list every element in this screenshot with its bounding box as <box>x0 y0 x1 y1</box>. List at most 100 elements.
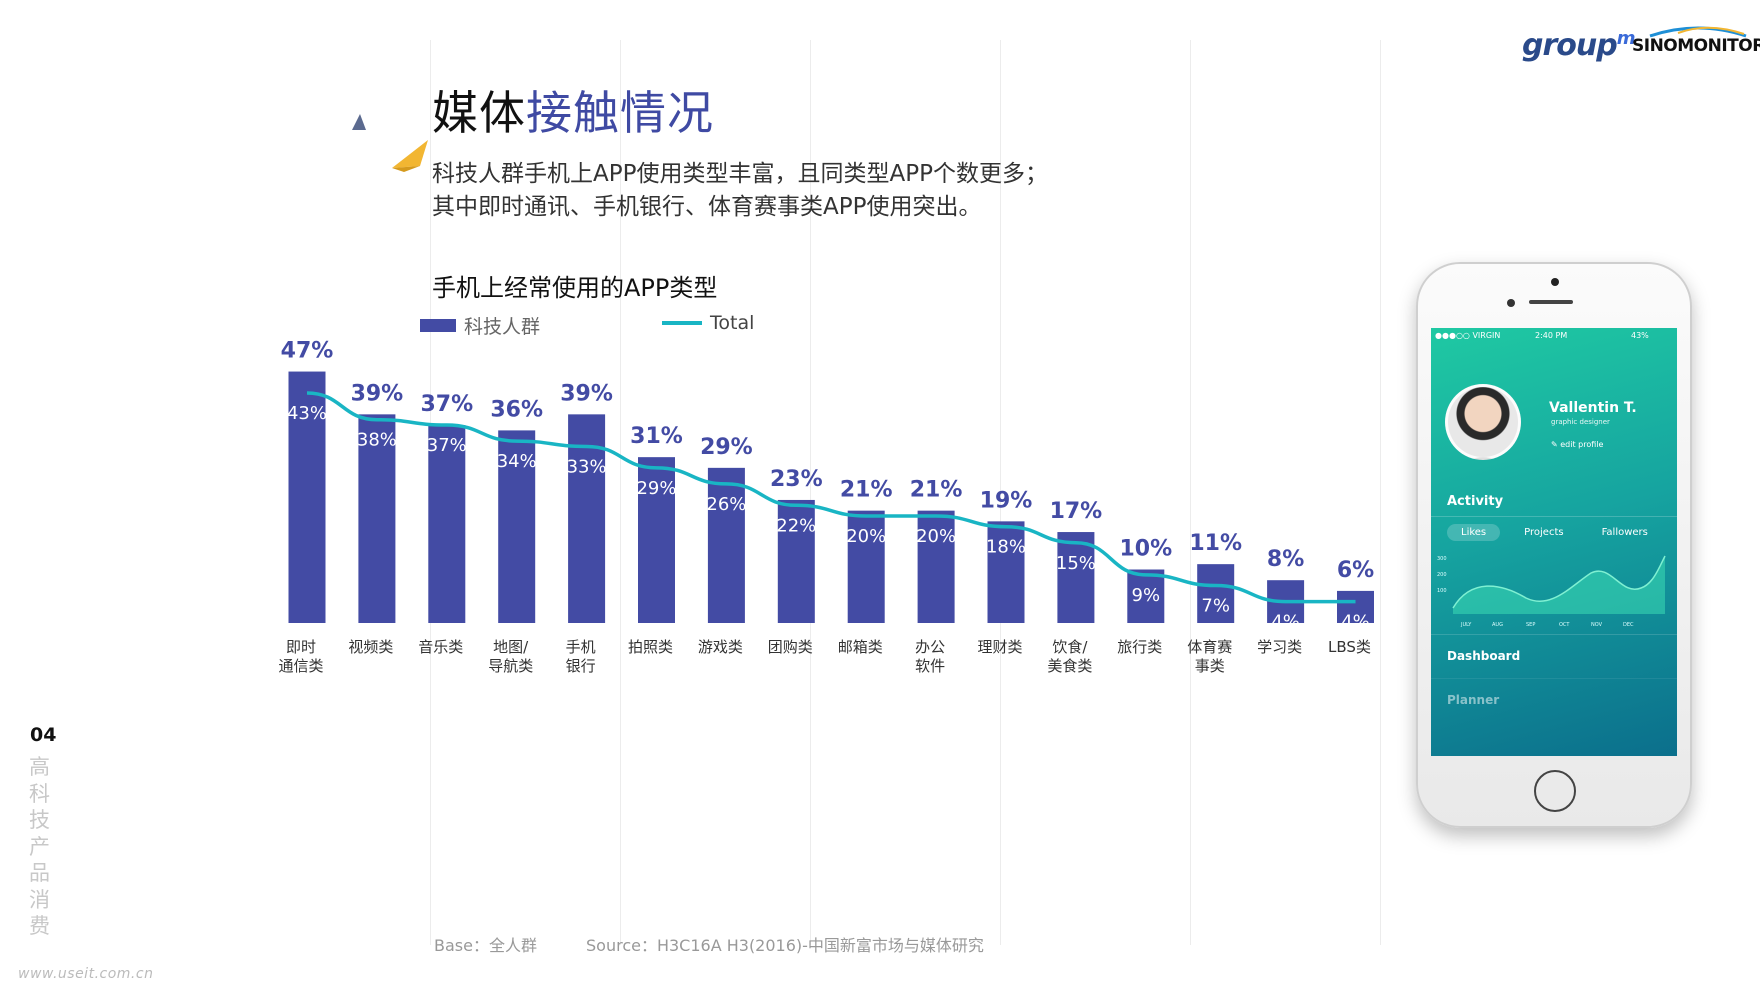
tab-followers[interactable]: Fallowers <box>1601 527 1648 538</box>
line-value-label: 20% <box>846 526 886 547</box>
bar-value-label: 23% <box>770 467 823 492</box>
x-tick-label: LBS类 <box>1328 638 1371 656</box>
chart-title: 手机上经常使用的APP类型 <box>432 274 718 302</box>
tab-likes[interactable]: Likes <box>1447 524 1501 541</box>
line-value-label: 34% <box>497 451 537 472</box>
bar-value-label: 21% <box>840 478 893 503</box>
sinomonitor-logo: SINOMONITOR <box>1632 36 1760 56</box>
x-tick-label: 事类 <box>1195 657 1225 675</box>
bar <box>638 457 675 623</box>
legend-line-label: Total <box>710 312 755 334</box>
bar <box>847 510 885 623</box>
home-button[interactable] <box>1534 770 1576 812</box>
bar <box>917 510 955 623</box>
y-tick-100: 100 <box>1437 588 1447 594</box>
menu-dashboard[interactable]: Dashboard <box>1431 634 1677 679</box>
month-label: NOV <box>1591 622 1603 628</box>
x-tick-label: 软件 <box>915 657 945 675</box>
legend-item-line: Total <box>662 312 754 334</box>
watermark: www.useit.com.cn <box>18 966 154 982</box>
bar-value-label: 37% <box>420 392 473 417</box>
sinomonitor-arc-icon <box>1649 26 1747 38</box>
line-value-label: 43% <box>287 403 327 424</box>
line-value-label: 26% <box>706 494 746 515</box>
edit-profile-label: edit profile <box>1560 440 1604 449</box>
status-time: 2:40 PM <box>1535 331 1568 340</box>
x-tick-label: 美食类 <box>1047 657 1092 675</box>
phone-screen: ●●●○○ VIRGIN 2:40 PM 43% Vallentin T. gr… <box>1431 328 1677 756</box>
month-label: SEP <box>1526 622 1535 628</box>
line-value-label: 15% <box>1056 553 1096 574</box>
bar <box>498 430 536 623</box>
x-tick-label: 游戏类 <box>698 638 743 656</box>
groupm-logo: groupm <box>1522 28 1635 63</box>
page-number: 04 <box>30 724 57 746</box>
month-label: OCT <box>1559 622 1570 628</box>
avatar <box>1445 384 1521 460</box>
bar <box>707 467 745 623</box>
bar <box>288 371 326 623</box>
x-tick-label: 邮箱类 <box>838 638 883 656</box>
legend-bar-swatch <box>420 319 456 332</box>
activity-header: Activity <box>1431 486 1677 517</box>
subtitle-line-1: 科技人群手机上APP使用类型丰富，且同类型APP个数更多； <box>432 161 1048 187</box>
grid-line <box>1190 40 1191 945</box>
legend-bar-label: 科技人群 <box>464 316 541 338</box>
pencil-icon: ✎ <box>1551 440 1561 449</box>
legend-line-swatch <box>662 321 702 325</box>
footer-base: Base：全人群 <box>434 936 537 955</box>
line-value-label: 37% <box>427 435 467 456</box>
activity-area-chart: 300 200 100 JULY AUG SEP OCT NOV DEC <box>1437 555 1666 628</box>
x-tick-label: 理财类 <box>977 638 1022 656</box>
area-shape <box>1453 556 1665 614</box>
x-tick-label: 即时 <box>286 638 316 656</box>
bar-value-label: 47% <box>281 339 334 364</box>
speaker-icon <box>1529 300 1573 304</box>
yellow-triangle-shadow-icon <box>392 166 420 172</box>
bar <box>358 414 396 623</box>
status-carrier: ●●●○○ VIRGIN <box>1435 331 1501 340</box>
phone-mockup: ●●●○○ VIRGIN 2:40 PM 43% Vallentin T. gr… <box>1416 262 1692 828</box>
line-value-label: 4% <box>1271 612 1300 633</box>
x-tick-label: 手机 <box>566 638 596 656</box>
x-tick-label: 学习类 <box>1257 638 1302 656</box>
sensor-icon <box>1507 299 1515 307</box>
bar-value-label: 39% <box>351 381 404 406</box>
bar-value-label: 8% <box>1267 547 1304 572</box>
small-triangle-icon <box>352 114 366 130</box>
activity-tabs: Likes Projects Fallowers <box>1447 524 1662 541</box>
footer-source: Source：H3C16A H3(2016)-中国新富市场与媒体研究 <box>586 936 984 955</box>
area-outline <box>1452 555 1666 609</box>
bar-value-label: 6% <box>1337 558 1374 583</box>
bar-value-label: 36% <box>490 397 543 422</box>
bar <box>1127 569 1165 623</box>
line-value-label: 18% <box>986 537 1026 558</box>
line-value-label: 38% <box>357 430 397 451</box>
month-label: DEC <box>1623 622 1634 628</box>
edit-profile-link[interactable]: ✎ edit profile <box>1551 440 1603 449</box>
y-tick-200: 200 <box>1437 572 1447 578</box>
status-bar: ●●●○○ VIRGIN 2:40 PM 43% <box>1431 328 1677 342</box>
x-tick-label: 旅行类 <box>1117 638 1162 656</box>
menu-dashboard-label: Dashboard <box>1447 649 1521 663</box>
x-tick-label: 饮食/ <box>1052 638 1088 656</box>
page-subtitle: 科技人群手机上APP使用类型丰富，且同类型APP个数更多； 其中即时通讯、手机银… <box>432 158 1048 224</box>
bar-value-label: 39% <box>560 381 613 406</box>
status-battery: 43% <box>1631 331 1649 340</box>
bar-value-label: 21% <box>910 478 963 503</box>
line-value-label: 29% <box>636 478 676 499</box>
line-value-label: 20% <box>916 526 956 547</box>
x-tick-label: 导航类 <box>488 657 533 675</box>
bar-value-label: 11% <box>1189 531 1242 556</box>
total-series-line <box>306 391 1356 604</box>
line-value-label: 33% <box>567 456 607 477</box>
menu-planner[interactable]: Planner <box>1431 678 1677 723</box>
bar <box>428 425 466 623</box>
tab-projects[interactable]: Projects <box>1524 527 1564 538</box>
x-tick-label: 拍照类 <box>628 638 673 656</box>
x-tick-label: 地图/ <box>493 638 529 656</box>
x-tick-label: 团购类 <box>768 638 813 656</box>
yellow-triangle-icon <box>392 140 428 168</box>
decor-triangles <box>352 114 428 172</box>
